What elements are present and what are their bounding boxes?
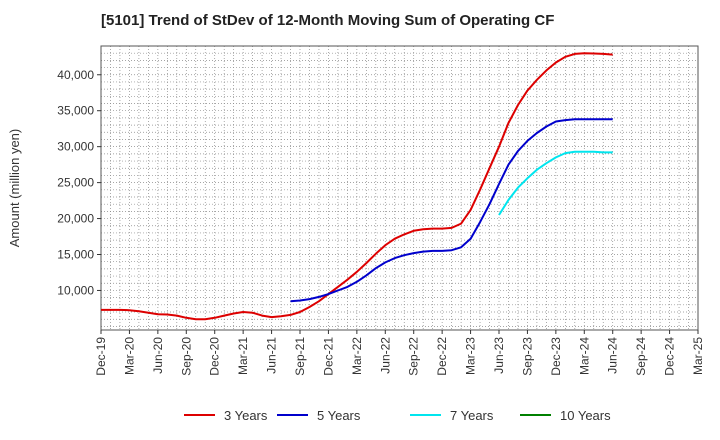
grid-lines <box>100 46 699 330</box>
plot-frame <box>100 45 699 331</box>
series-line-7-years <box>498 150 613 216</box>
y-tick-label: 20,000 <box>57 212 94 226</box>
y-tick-label: 15,000 <box>57 248 94 262</box>
x-tick-label: Jun-22 <box>378 337 392 374</box>
x-tick-label: Sep-24 <box>634 337 648 376</box>
x-tick-label: Sep-22 <box>407 337 421 376</box>
x-tick-label: Jun-24 <box>606 337 620 374</box>
legend-label: 3 Years <box>224 408 268 423</box>
x-tick-label: Mar-21 <box>236 337 250 375</box>
x-tick-label: Jun-23 <box>492 337 506 374</box>
x-tick-label: Dec-24 <box>663 337 677 376</box>
x-tick-label: Dec-22 <box>435 337 449 376</box>
x-tick-label: Mar-20 <box>122 337 136 375</box>
y-axis-label: Amount (million yen) <box>7 129 22 248</box>
x-tick-label: Mar-25 <box>691 337 705 375</box>
x-tick-label: Dec-20 <box>208 337 222 376</box>
series-lines <box>101 52 613 321</box>
x-axis-ticks: Dec-19 Mar-20 Jun-20 Sep-20 Dec-20 Mar-21 Jun-… <box>94 330 705 376</box>
x-tick-label: Dec-23 <box>549 337 563 376</box>
x-tick-label: Dec-19 <box>94 337 108 376</box>
legend-label: 5 Years <box>317 408 361 423</box>
x-tick-label: Mar-23 <box>464 337 478 375</box>
legend: 3 Years 5 Years 7 Years 10 Years <box>184 408 611 423</box>
x-tick-label: Sep-23 <box>520 337 534 376</box>
x-tick-label: Jun-21 <box>265 337 279 374</box>
y-tick-label: 25,000 <box>57 176 94 190</box>
legend-label: 7 Years <box>450 408 494 423</box>
series-line-3-years <box>101 52 613 321</box>
x-tick-label: Mar-24 <box>577 337 591 375</box>
chart-title: [5101] Trend of StDev of 12-Month Moving… <box>101 12 555 29</box>
x-tick-label: Sep-21 <box>293 337 307 376</box>
y-tick-label: 35,000 <box>57 104 94 118</box>
x-tick-label: Jun-20 <box>151 337 165 374</box>
y-axis-ticks: 10,000 15,000 20,000 25,000 30,000 35,000 40,0… <box>57 68 101 297</box>
y-tick-label: 40,000 <box>57 68 94 82</box>
x-tick-label: Sep-20 <box>179 337 193 376</box>
x-tick-label: Mar-22 <box>350 337 364 375</box>
y-tick-label: 10,000 <box>57 283 94 297</box>
series-line-5-years <box>290 118 613 303</box>
legend-label: 10 Years <box>560 408 611 423</box>
y-tick-label: 30,000 <box>57 140 94 154</box>
x-tick-label: Dec-21 <box>321 337 335 376</box>
